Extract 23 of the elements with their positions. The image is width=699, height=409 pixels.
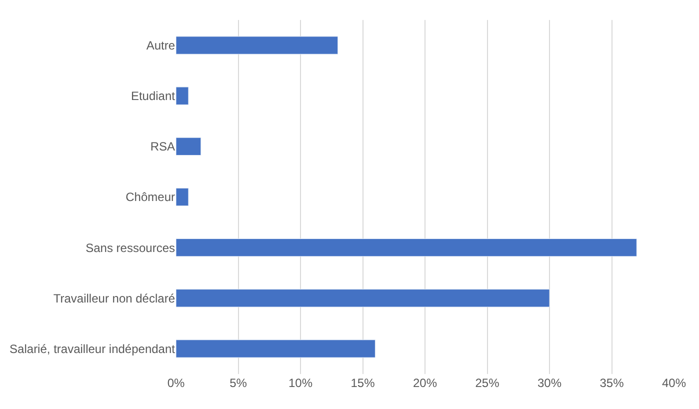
x-tick-label: 30% [537, 376, 562, 390]
y-tick-label: Salarié, travailleur indépendant [10, 342, 176, 356]
bar [176, 188, 189, 206]
y-tick-label: Chômeur [126, 190, 175, 204]
y-tick-label: Etudiant [130, 89, 176, 104]
bar [176, 137, 202, 156]
bar [176, 36, 338, 54]
y-tick-label: RSA [150, 140, 175, 154]
bar [176, 86, 189, 105]
x-tick-label: 10% [288, 376, 313, 390]
x-tick-label: 40% [662, 376, 686, 390]
y-tick-label: Travailleur non déclaré [53, 291, 176, 306]
x-tick-label: 15% [350, 376, 376, 390]
x-tick-label: 20% [412, 376, 438, 390]
bar [176, 340, 376, 358]
bar [176, 238, 637, 257]
bar [176, 289, 550, 308]
y-tick-label: Sans ressources [86, 240, 175, 255]
x-tick-label: 35% [600, 376, 624, 390]
y-tick-label: Autre [146, 38, 176, 52]
x-tick-label: 25% [475, 376, 500, 390]
x-tick-label: 0% [167, 376, 185, 390]
x-tick-label: 5% [230, 376, 248, 390]
